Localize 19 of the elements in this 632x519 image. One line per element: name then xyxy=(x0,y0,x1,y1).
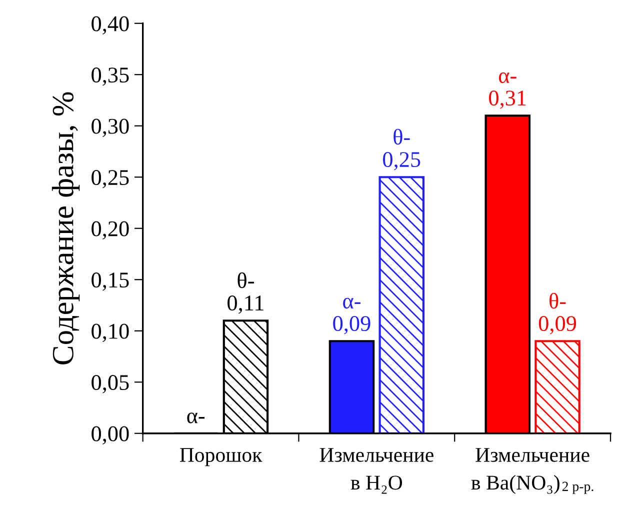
data-label: θ- 0,25 xyxy=(383,128,420,170)
y-tick-label: 0,35 xyxy=(92,68,129,86)
y-tick-label: 0,10 xyxy=(92,324,129,342)
x-tick-label: Измельчение в Ba(NO₃)2 р-р. xyxy=(471,448,594,494)
y-tick-label: 0,40 xyxy=(92,16,129,34)
data-label: α- xyxy=(187,412,205,424)
data-label: θ- 0,09 xyxy=(538,292,576,334)
y-tick-label: 0,30 xyxy=(92,118,129,137)
y-axis-title: Содержание фазы, % xyxy=(52,92,80,364)
data-label: α- 0,31 xyxy=(489,72,526,109)
y-tick-label: 0,25 xyxy=(92,170,129,188)
y-tick-label: 0,15 xyxy=(92,272,129,291)
y-tick-label: 0,00 xyxy=(92,426,129,444)
x-tick-label: Порошок xyxy=(180,448,262,466)
y-tick-label: 0,05 xyxy=(92,375,129,394)
data-label: α- 0,09 xyxy=(333,298,370,334)
x-tick-label: Измельчение в H₂O xyxy=(320,448,434,494)
y-tick-label: 0,20 xyxy=(92,221,129,240)
data-label: θ- 0,11 xyxy=(228,272,264,314)
